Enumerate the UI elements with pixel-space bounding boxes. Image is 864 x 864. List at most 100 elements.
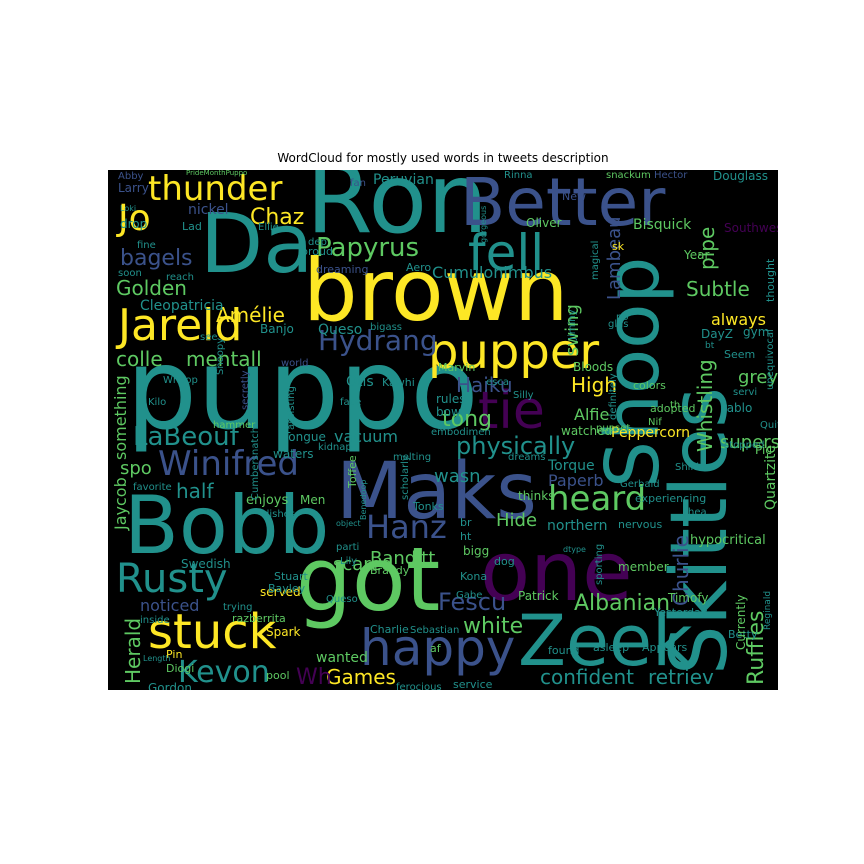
word-85: Banjo bbox=[260, 322, 294, 336]
word-197: object bbox=[336, 519, 361, 528]
word-52: Cumulonimbus bbox=[432, 263, 552, 282]
word-195: parti bbox=[336, 542, 359, 553]
word-163: dishes bbox=[263, 509, 295, 520]
word-78: nickel bbox=[188, 202, 229, 218]
word-33: Chaz bbox=[250, 205, 304, 230]
word-139: snackum bbox=[606, 170, 651, 181]
word-20: Jo bbox=[116, 198, 151, 239]
word-166: embodimen bbox=[431, 427, 491, 438]
word-132: Gordon bbox=[148, 681, 192, 690]
word-138: Hector bbox=[654, 170, 688, 181]
word-51: Amélie bbox=[216, 303, 285, 327]
word-66: noticed bbox=[140, 596, 199, 615]
word-134: Diogi bbox=[166, 662, 194, 675]
word-16: tie bbox=[478, 381, 545, 441]
word-152: world bbox=[281, 358, 309, 369]
word-77: Oliver bbox=[526, 216, 562, 230]
word-15: pupper bbox=[428, 324, 599, 380]
word-183: hea bbox=[688, 507, 707, 518]
word-119: dog bbox=[494, 555, 515, 568]
word-22: heard bbox=[548, 479, 646, 519]
word-150: bigass bbox=[370, 322, 402, 333]
word-41: Banditt bbox=[370, 548, 435, 569]
word-159: Cumbersnatch bbox=[250, 427, 261, 500]
word-5: Shoop bbox=[590, 257, 676, 488]
word-160: assisting bbox=[286, 386, 297, 430]
word-193: inside bbox=[140, 615, 170, 626]
word-14: Jareld bbox=[115, 300, 242, 351]
word-94: adopted bbox=[650, 402, 696, 415]
word-57: wasn bbox=[434, 466, 481, 487]
word-42: Games bbox=[326, 665, 396, 689]
word-192: Queso bbox=[326, 594, 358, 605]
word-55: spo bbox=[120, 458, 152, 479]
word-108: Shikha bbox=[675, 462, 709, 473]
word-69: Torque bbox=[547, 458, 595, 474]
word-111: nervous bbox=[618, 518, 662, 531]
word-170: Silly bbox=[513, 390, 534, 401]
word-45: Whistling bbox=[693, 359, 717, 452]
word-130: Charlie bbox=[370, 623, 409, 636]
word-92: watched bbox=[561, 424, 612, 438]
word-44: Ruffles bbox=[744, 610, 769, 685]
word-123: member bbox=[618, 560, 669, 574]
word-48: tong bbox=[442, 407, 492, 432]
word-144: soon bbox=[118, 268, 142, 279]
word-201: PrideMonthPuppo bbox=[186, 170, 247, 177]
word-146: proud bbox=[301, 245, 333, 258]
word-174: definitely bbox=[608, 373, 619, 420]
word-0: puppo bbox=[126, 325, 479, 455]
word-112: Swedish bbox=[181, 557, 231, 571]
word-105: Tonks bbox=[412, 500, 444, 513]
word-188: bigg bbox=[463, 544, 489, 558]
word-43: white bbox=[463, 614, 523, 639]
word-107: hypocritical bbox=[690, 533, 766, 548]
word-88: Marvin bbox=[438, 361, 475, 374]
word-7: Maks bbox=[336, 447, 537, 537]
word-186: sporting bbox=[594, 544, 605, 585]
word-110: experiencing bbox=[635, 492, 706, 505]
word-198: Length bbox=[143, 654, 171, 663]
word-182: Pic bbox=[755, 443, 772, 457]
word-172: magical bbox=[590, 241, 601, 280]
word-155: Kilo bbox=[148, 397, 166, 408]
word-202: fan bbox=[350, 178, 366, 189]
word-196: Lily bbox=[340, 556, 357, 567]
word-127: Appears bbox=[642, 641, 688, 654]
word-117: razberrita bbox=[232, 612, 286, 625]
word-100: waters bbox=[273, 447, 313, 461]
word-162: kidnap bbox=[318, 442, 352, 453]
word-34: mentall bbox=[186, 347, 262, 371]
word-95: colors bbox=[633, 379, 666, 392]
word-31: confident bbox=[540, 665, 634, 689]
word-84: Queso bbox=[318, 322, 362, 338]
word-204: sk bbox=[612, 240, 625, 253]
word-2: Da bbox=[200, 197, 313, 292]
word-64: Wh bbox=[296, 665, 332, 690]
word-181: th bbox=[670, 400, 680, 411]
word-62: scared bbox=[333, 554, 393, 575]
word-147: dep bbox=[308, 237, 327, 248]
word-124: Timofy bbox=[667, 591, 708, 605]
word-128: asleep bbox=[593, 641, 629, 654]
word-40: High bbox=[571, 373, 617, 397]
word-61: northern bbox=[547, 518, 608, 534]
word-8: Bobb bbox=[124, 479, 329, 572]
word-72: always bbox=[711, 310, 766, 329]
word-19: thunder bbox=[148, 170, 282, 209]
word-173: glas bbox=[608, 319, 628, 330]
word-81: drop bbox=[120, 217, 147, 231]
word-4: brown bbox=[303, 241, 569, 341]
word-67: Jaycob bbox=[111, 477, 130, 531]
word-89: Bloods bbox=[573, 360, 613, 374]
word-96: Pablo bbox=[720, 401, 752, 415]
word-185: Reginald bbox=[763, 591, 773, 630]
word-151: see bbox=[200, 332, 218, 343]
word-154: Snoopy bbox=[215, 338, 226, 375]
word-36: bagels bbox=[120, 246, 193, 271]
word-104: Toffee bbox=[346, 455, 359, 489]
word-125: Yesterday bbox=[653, 606, 708, 619]
word-149: dreaming bbox=[316, 263, 369, 276]
word-38: Subtle bbox=[686, 277, 750, 301]
